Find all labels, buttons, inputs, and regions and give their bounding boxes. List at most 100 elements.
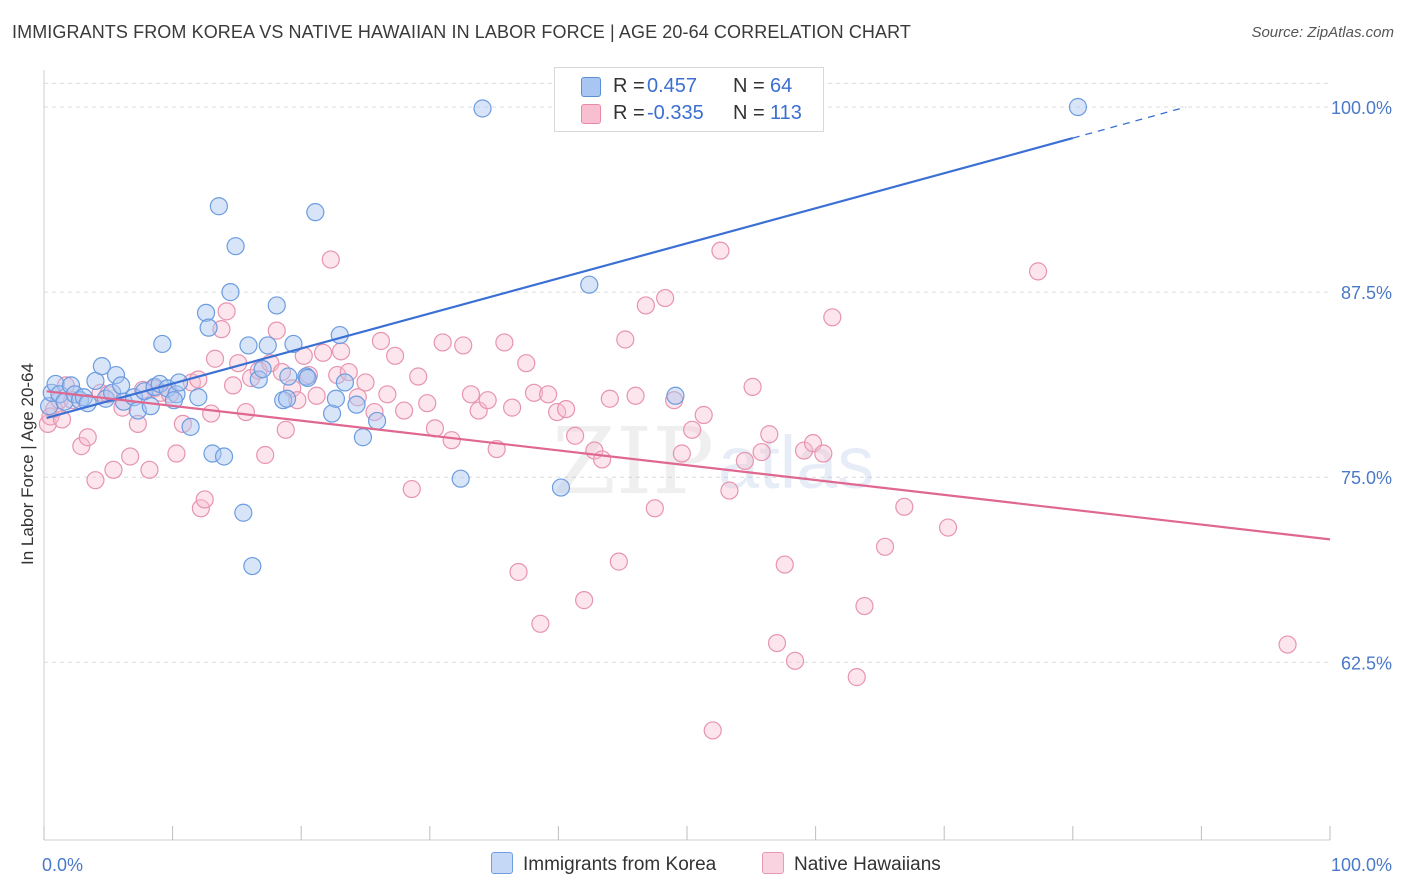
korea-point bbox=[326, 389, 346, 408]
hawaiian-point bbox=[321, 250, 340, 269]
hawaiian-point bbox=[495, 333, 514, 352]
hawaiian-point bbox=[86, 471, 105, 490]
korea-point bbox=[234, 503, 253, 522]
hawaiian-point bbox=[104, 460, 123, 479]
korea-point bbox=[203, 444, 222, 463]
hawaiian-point bbox=[636, 296, 655, 315]
hawaiian-point bbox=[752, 442, 771, 462]
korea-point bbox=[258, 336, 277, 355]
y-tick-label: 100.0% bbox=[1331, 98, 1392, 118]
hawaiian-point bbox=[356, 373, 375, 392]
hawaiian-point bbox=[307, 386, 326, 405]
korea-point bbox=[141, 397, 160, 416]
korea-point bbox=[335, 373, 355, 392]
hawaiian-point bbox=[402, 479, 421, 499]
hawaiian-legend-swatch bbox=[762, 852, 784, 874]
y-axis-title: In Labor Force | Age 20-64 bbox=[18, 363, 37, 565]
hawaiian-point bbox=[703, 721, 722, 740]
korea-point bbox=[249, 370, 268, 389]
hawaiian-point bbox=[694, 405, 713, 425]
korea-point bbox=[298, 368, 317, 388]
hawaiian-point bbox=[202, 404, 221, 423]
korea-point bbox=[277, 389, 297, 408]
source-label: Source: ZipAtlas.com bbox=[1251, 24, 1394, 41]
hawaiian-legend-label: Native Hawaiians bbox=[794, 854, 941, 875]
hawaiian-point bbox=[72, 437, 91, 456]
hawaiian-point bbox=[189, 370, 208, 389]
hawaiian-point bbox=[847, 668, 866, 687]
korea-point bbox=[92, 357, 111, 376]
korea-point bbox=[473, 99, 492, 118]
y-tick-label: 87.5% bbox=[1341, 283, 1392, 303]
watermark-atlas: atlas bbox=[718, 421, 874, 504]
hawaiian-point bbox=[743, 377, 762, 396]
korea-point bbox=[284, 334, 303, 354]
trend-lines bbox=[46, 106, 1331, 541]
hawaiian-point bbox=[609, 552, 628, 571]
korea-legend-swatch bbox=[491, 852, 513, 874]
hawaiian-point bbox=[378, 385, 397, 404]
hawaiian-point bbox=[517, 354, 536, 373]
hawaiian-point bbox=[616, 330, 635, 349]
legend-row-hawaiian: R = -0.335 N = 113 bbox=[555, 101, 823, 127]
hawaiian-point bbox=[385, 346, 405, 365]
legend-item-hawaiian: Native Hawaiians bbox=[762, 852, 941, 876]
hawaiian-point bbox=[78, 428, 97, 447]
korea-point bbox=[267, 296, 286, 315]
hawaiian-point bbox=[557, 399, 576, 419]
legend-r-label: R = bbox=[613, 102, 645, 124]
hawaiian-point bbox=[191, 499, 210, 518]
korea-point bbox=[199, 318, 218, 337]
hawaiian-point bbox=[1028, 262, 1048, 281]
x-tick-labels: 0.0% 100.0% bbox=[42, 855, 1392, 875]
korea-point bbox=[666, 386, 685, 405]
hawaiian-point bbox=[236, 402, 256, 422]
hawaiian-point bbox=[313, 343, 333, 362]
hawaiian-point bbox=[593, 450, 612, 469]
hawaiian-point bbox=[328, 365, 347, 385]
korea-point bbox=[214, 447, 234, 466]
korea-point bbox=[253, 360, 272, 379]
hawaiian-point bbox=[785, 651, 805, 670]
hawaiian-point bbox=[442, 431, 461, 450]
hawaiian-point bbox=[256, 445, 275, 465]
hawaiian-point bbox=[524, 383, 544, 402]
hawaiian-point bbox=[735, 451, 754, 471]
hawaiian-point bbox=[775, 555, 794, 574]
y-tick-label: 62.5% bbox=[1341, 653, 1392, 673]
y-tick-label: 75.0% bbox=[1341, 468, 1392, 488]
hawaiian-point bbox=[121, 447, 140, 466]
legend-n-value: 113 bbox=[770, 102, 802, 124]
korea-point bbox=[347, 395, 366, 414]
hawaiian-point bbox=[1278, 635, 1297, 654]
hawaiian-point bbox=[167, 444, 186, 463]
hawaiian-point bbox=[672, 444, 691, 463]
legend-item-korea: Immigrants from Korea bbox=[491, 852, 716, 876]
korea-point bbox=[306, 203, 325, 222]
hawaiian-point bbox=[217, 302, 236, 321]
hawaiian-point bbox=[600, 389, 619, 408]
hawaiian-point bbox=[140, 460, 159, 479]
korea-point bbox=[1068, 97, 1088, 117]
y-tick-labels: 62.5% 75.0% 87.5% 100.0% bbox=[1331, 98, 1392, 673]
korea-swatch bbox=[581, 77, 601, 97]
hawaiian-point bbox=[720, 481, 739, 500]
hawaiian-point bbox=[855, 596, 874, 616]
hawaiian-point bbox=[683, 420, 702, 439]
hawaiian-point bbox=[461, 385, 481, 404]
korea-point bbox=[353, 428, 373, 447]
gridlines bbox=[44, 82, 1330, 663]
hawaiian-point bbox=[331, 342, 351, 361]
hawaiian-point bbox=[760, 425, 779, 444]
korea-point bbox=[580, 275, 599, 294]
hawaiian-point bbox=[394, 401, 414, 420]
korea-point bbox=[106, 365, 126, 385]
hawaiian-point bbox=[875, 537, 895, 556]
korea-point bbox=[239, 336, 258, 355]
legend-n-label: N = bbox=[733, 102, 765, 124]
korea-point bbox=[196, 303, 216, 322]
hawaiian-point bbox=[418, 394, 437, 413]
hawaiian-point bbox=[339, 362, 358, 382]
hawaiian-point bbox=[409, 367, 428, 386]
x-tick-label: 100.0% bbox=[1331, 855, 1392, 875]
